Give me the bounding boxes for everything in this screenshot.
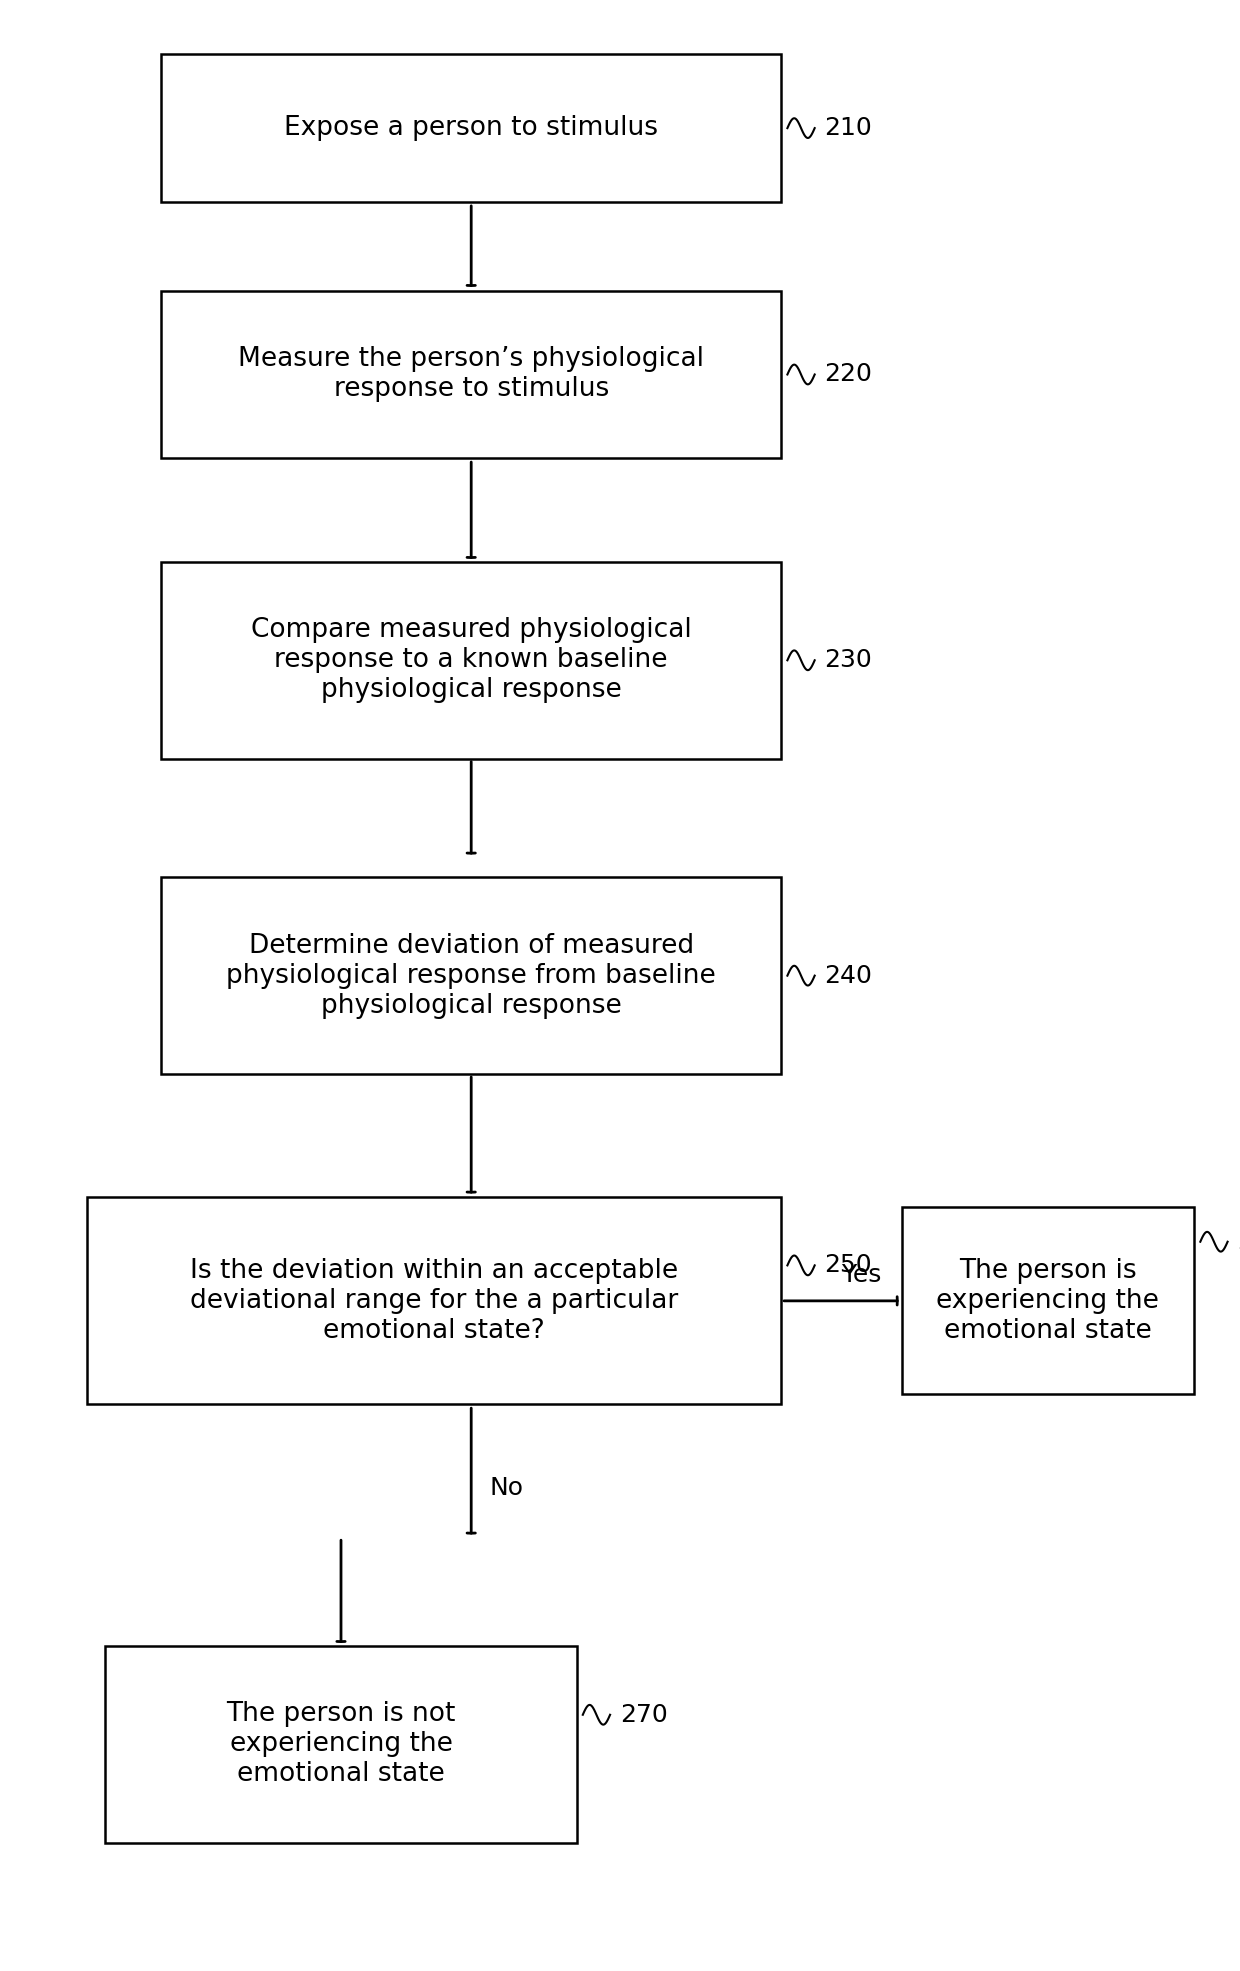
FancyBboxPatch shape [161,53,781,203]
FancyBboxPatch shape [87,1196,781,1403]
Text: Is the deviation within an acceptable
deviational range for the a particular
emo: Is the deviation within an acceptable de… [190,1257,678,1344]
FancyBboxPatch shape [105,1646,577,1843]
FancyBboxPatch shape [161,562,781,759]
Text: 260: 260 [1238,1230,1240,1254]
Text: Compare measured physiological
response to a known baseline
physiological respon: Compare measured physiological response … [250,617,692,704]
FancyBboxPatch shape [903,1206,1193,1395]
FancyBboxPatch shape [161,877,781,1074]
Text: 250: 250 [825,1254,872,1277]
Text: The person is not
experiencing the
emotional state: The person is not experiencing the emoti… [227,1701,455,1788]
Text: 270: 270 [620,1703,668,1727]
Text: Yes: Yes [841,1263,882,1287]
Text: 230: 230 [825,648,873,672]
Text: Measure the person’s physiological
response to stimulus: Measure the person’s physiological respo… [238,347,704,402]
Text: The person is
experiencing the
emotional state: The person is experiencing the emotional… [936,1257,1159,1344]
Text: 240: 240 [825,964,873,987]
Text: Determine deviation of measured
physiological response from baseline
physiologic: Determine deviation of measured physiolo… [227,932,715,1019]
Text: 210: 210 [825,116,873,140]
Text: No: No [490,1476,523,1500]
Text: Expose a person to stimulus: Expose a person to stimulus [284,114,658,142]
Text: 220: 220 [825,363,873,386]
FancyBboxPatch shape [161,290,781,459]
